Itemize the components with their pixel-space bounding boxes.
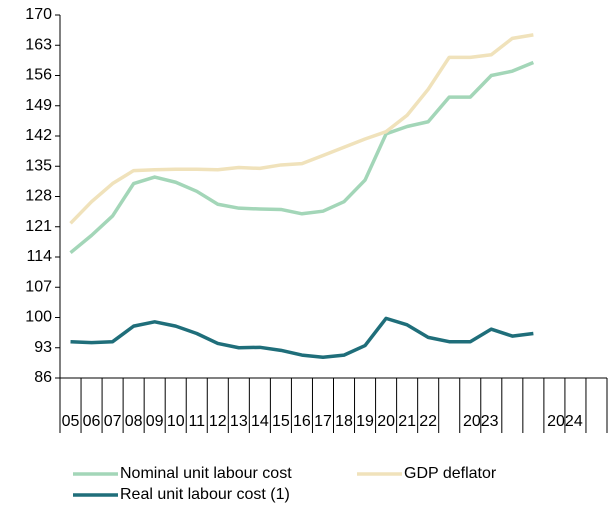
x-tick-label: 15: [272, 413, 290, 430]
x-tick-label: 19: [356, 413, 374, 430]
y-tick-label: 135: [25, 157, 52, 174]
legend-label: GDP deflator: [404, 465, 497, 482]
x-tick-label: 12: [209, 413, 227, 430]
y-tick-label: 100: [25, 309, 52, 326]
x-tick-label: 10: [167, 413, 185, 430]
x-tick-label: 18: [335, 413, 353, 430]
y-tick-label: 107: [25, 278, 52, 295]
x-tick-label: 22: [419, 413, 437, 430]
x-tick-label: 07: [104, 413, 122, 430]
y-tick-label: 114: [26, 248, 52, 265]
y-tick-label: 142: [25, 127, 52, 144]
x-tick-label: 11: [188, 413, 205, 430]
legend-label: Real unit labour cost (1): [120, 486, 290, 503]
x-tick-label: 09: [146, 413, 164, 430]
x-tick-label: 05: [62, 413, 80, 430]
year-group-label: 2024: [547, 413, 583, 430]
y-tick-label: 86: [34, 369, 52, 386]
year-group-label: 2023: [463, 413, 499, 430]
y-tick-label: 128: [25, 188, 52, 205]
series-line: [70, 316, 534, 360]
x-tick-label: 13: [230, 413, 248, 430]
x-tick-label: 08: [125, 413, 143, 430]
y-tick-label: 121: [25, 218, 52, 235]
series-line: [69, 33, 534, 225]
x-tick-label: 17: [314, 413, 332, 430]
x-tick-label: 20: [377, 413, 395, 430]
y-tick-label: 163: [25, 36, 52, 53]
y-tick-label: 93: [34, 339, 52, 356]
x-tick-label: 06: [83, 413, 101, 430]
y-tick-label: 170: [25, 6, 52, 23]
x-tick-label: 16: [293, 413, 311, 430]
legend-label: Nominal unit labour cost: [120, 465, 292, 482]
series-line: [69, 60, 535, 255]
y-tick-label: 156: [25, 67, 52, 84]
x-tick-label: 14: [251, 413, 269, 430]
x-tick-label: 21: [398, 413, 416, 430]
y-tick-label: 149: [25, 97, 52, 114]
